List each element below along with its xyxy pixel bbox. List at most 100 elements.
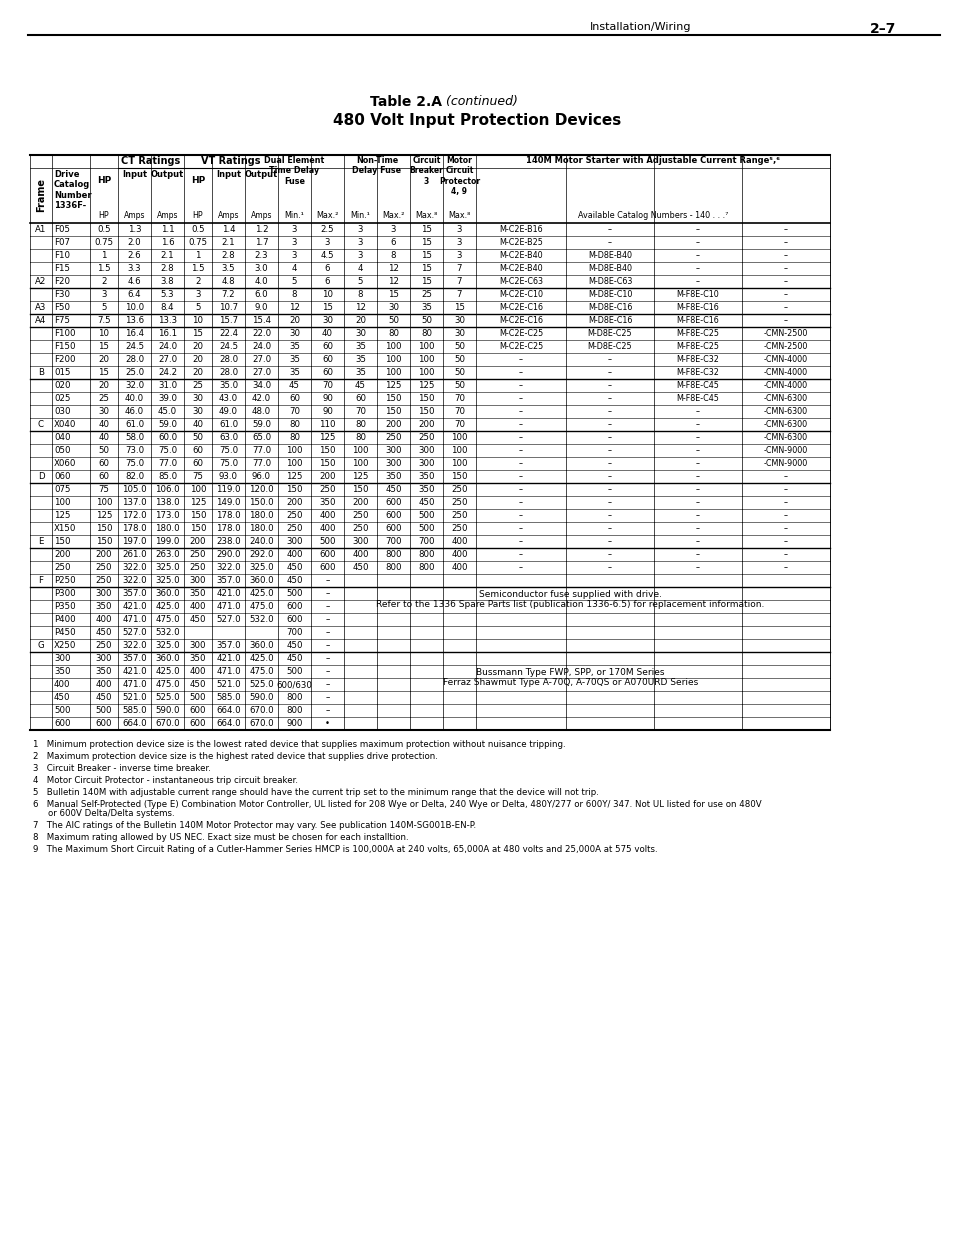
Text: 3: 3 bbox=[357, 225, 363, 233]
Text: 125: 125 bbox=[417, 382, 435, 390]
Text: 20: 20 bbox=[193, 368, 203, 377]
Text: 590.0: 590.0 bbox=[249, 693, 274, 701]
Text: 50: 50 bbox=[388, 316, 398, 325]
Text: 125: 125 bbox=[352, 472, 369, 480]
Text: Max.⁸: Max.⁸ bbox=[415, 211, 437, 220]
Text: 7.5: 7.5 bbox=[97, 316, 111, 325]
Text: 35: 35 bbox=[355, 368, 366, 377]
Text: 240.0: 240.0 bbox=[249, 537, 274, 546]
Text: 800: 800 bbox=[385, 563, 401, 572]
Text: 22.0: 22.0 bbox=[252, 329, 271, 338]
Text: 90: 90 bbox=[322, 408, 333, 416]
Text: M-C2E-C25: M-C2E-C25 bbox=[498, 329, 542, 338]
Text: 30: 30 bbox=[98, 408, 110, 416]
Text: 40: 40 bbox=[98, 420, 110, 429]
Text: 475.0: 475.0 bbox=[155, 680, 179, 689]
Text: 65.0: 65.0 bbox=[252, 433, 271, 442]
Text: 250: 250 bbox=[95, 576, 112, 585]
Text: 12: 12 bbox=[388, 264, 398, 273]
Text: Semiconductor fuse supplied with drive.
Refer to the 1336 Spare Parts list (publ: Semiconductor fuse supplied with drive. … bbox=[375, 590, 764, 609]
Text: 322.0: 322.0 bbox=[122, 576, 147, 585]
Text: 200: 200 bbox=[417, 420, 435, 429]
Text: –: – bbox=[325, 576, 330, 585]
Text: 0.75: 0.75 bbox=[189, 238, 208, 247]
Text: 80: 80 bbox=[355, 420, 366, 429]
Text: 350: 350 bbox=[417, 472, 435, 480]
Text: 100: 100 bbox=[417, 342, 435, 351]
Text: –: – bbox=[783, 472, 787, 480]
Text: 300: 300 bbox=[417, 459, 435, 468]
Text: 360.0: 360.0 bbox=[155, 589, 179, 598]
Text: 250: 250 bbox=[451, 485, 467, 494]
Text: 70: 70 bbox=[289, 408, 299, 416]
Text: -CMN-6300: -CMN-6300 bbox=[763, 408, 807, 416]
Text: F150: F150 bbox=[54, 342, 75, 351]
Text: 670.0: 670.0 bbox=[155, 719, 179, 727]
Text: 27.0: 27.0 bbox=[252, 368, 271, 377]
Text: –: – bbox=[696, 433, 700, 442]
Text: 100: 100 bbox=[417, 354, 435, 364]
Text: 30: 30 bbox=[454, 316, 464, 325]
Text: 13.3: 13.3 bbox=[158, 316, 177, 325]
Text: 030: 030 bbox=[54, 408, 71, 416]
Text: 15: 15 bbox=[388, 290, 398, 299]
Text: 325.0: 325.0 bbox=[155, 641, 179, 650]
Text: Non-Time
Delay Fuse: Non-Time Delay Fuse bbox=[352, 156, 401, 175]
Text: 15.4: 15.4 bbox=[252, 316, 271, 325]
Text: 664.0: 664.0 bbox=[216, 706, 240, 715]
Text: 35: 35 bbox=[289, 342, 299, 351]
Text: 300: 300 bbox=[352, 537, 369, 546]
Text: 471.0: 471.0 bbox=[216, 601, 240, 611]
Text: 40.0: 40.0 bbox=[125, 394, 144, 403]
Text: 450: 450 bbox=[95, 693, 112, 701]
Text: –: – bbox=[783, 498, 787, 508]
Text: 450: 450 bbox=[54, 693, 71, 701]
Text: –: – bbox=[696, 408, 700, 416]
Text: 150: 150 bbox=[54, 537, 71, 546]
Text: 59.0: 59.0 bbox=[252, 420, 271, 429]
Text: 75.0: 75.0 bbox=[218, 446, 238, 454]
Text: 80: 80 bbox=[289, 433, 299, 442]
Text: CT Ratings: CT Ratings bbox=[121, 156, 180, 165]
Text: 471.0: 471.0 bbox=[122, 680, 147, 689]
Text: 600: 600 bbox=[385, 498, 401, 508]
Text: 250: 250 bbox=[417, 433, 435, 442]
Text: M-F8E-C45: M-F8E-C45 bbox=[676, 382, 719, 390]
Text: 32.0: 32.0 bbox=[125, 382, 144, 390]
Text: 350: 350 bbox=[54, 667, 71, 676]
Text: 360.0: 360.0 bbox=[249, 576, 274, 585]
Text: 30: 30 bbox=[289, 329, 299, 338]
Text: –: – bbox=[783, 511, 787, 520]
Text: 350: 350 bbox=[385, 472, 401, 480]
Text: 400: 400 bbox=[451, 537, 467, 546]
Text: 75.0: 75.0 bbox=[158, 446, 177, 454]
Text: 80: 80 bbox=[388, 329, 398, 338]
Text: –: – bbox=[325, 655, 330, 663]
Text: –: – bbox=[607, 446, 612, 454]
Text: 1.3: 1.3 bbox=[128, 225, 141, 233]
Text: –: – bbox=[607, 433, 612, 442]
Text: 70: 70 bbox=[355, 408, 366, 416]
Text: M-C2E-C63: M-C2E-C63 bbox=[498, 277, 542, 287]
Text: F15: F15 bbox=[54, 264, 70, 273]
Text: –: – bbox=[607, 368, 612, 377]
Text: -CMN-2500: -CMN-2500 bbox=[763, 342, 807, 351]
Text: 800: 800 bbox=[286, 706, 302, 715]
Text: A3: A3 bbox=[35, 303, 47, 312]
Text: 800: 800 bbox=[417, 563, 435, 572]
Text: 59.0: 59.0 bbox=[158, 420, 177, 429]
Text: 125: 125 bbox=[54, 511, 71, 520]
Text: –: – bbox=[783, 264, 787, 273]
Text: –: – bbox=[696, 511, 700, 520]
Text: –: – bbox=[696, 251, 700, 261]
Text: –: – bbox=[696, 472, 700, 480]
Text: 20: 20 bbox=[355, 316, 366, 325]
Text: -CMN-6300: -CMN-6300 bbox=[763, 394, 807, 403]
Text: 200: 200 bbox=[385, 420, 401, 429]
Text: 3: 3 bbox=[456, 225, 462, 233]
Text: 125: 125 bbox=[286, 472, 302, 480]
Text: 3: 3 bbox=[357, 238, 363, 247]
Text: 63.0: 63.0 bbox=[218, 433, 238, 442]
Text: 450: 450 bbox=[286, 576, 302, 585]
Text: F20: F20 bbox=[54, 277, 70, 287]
